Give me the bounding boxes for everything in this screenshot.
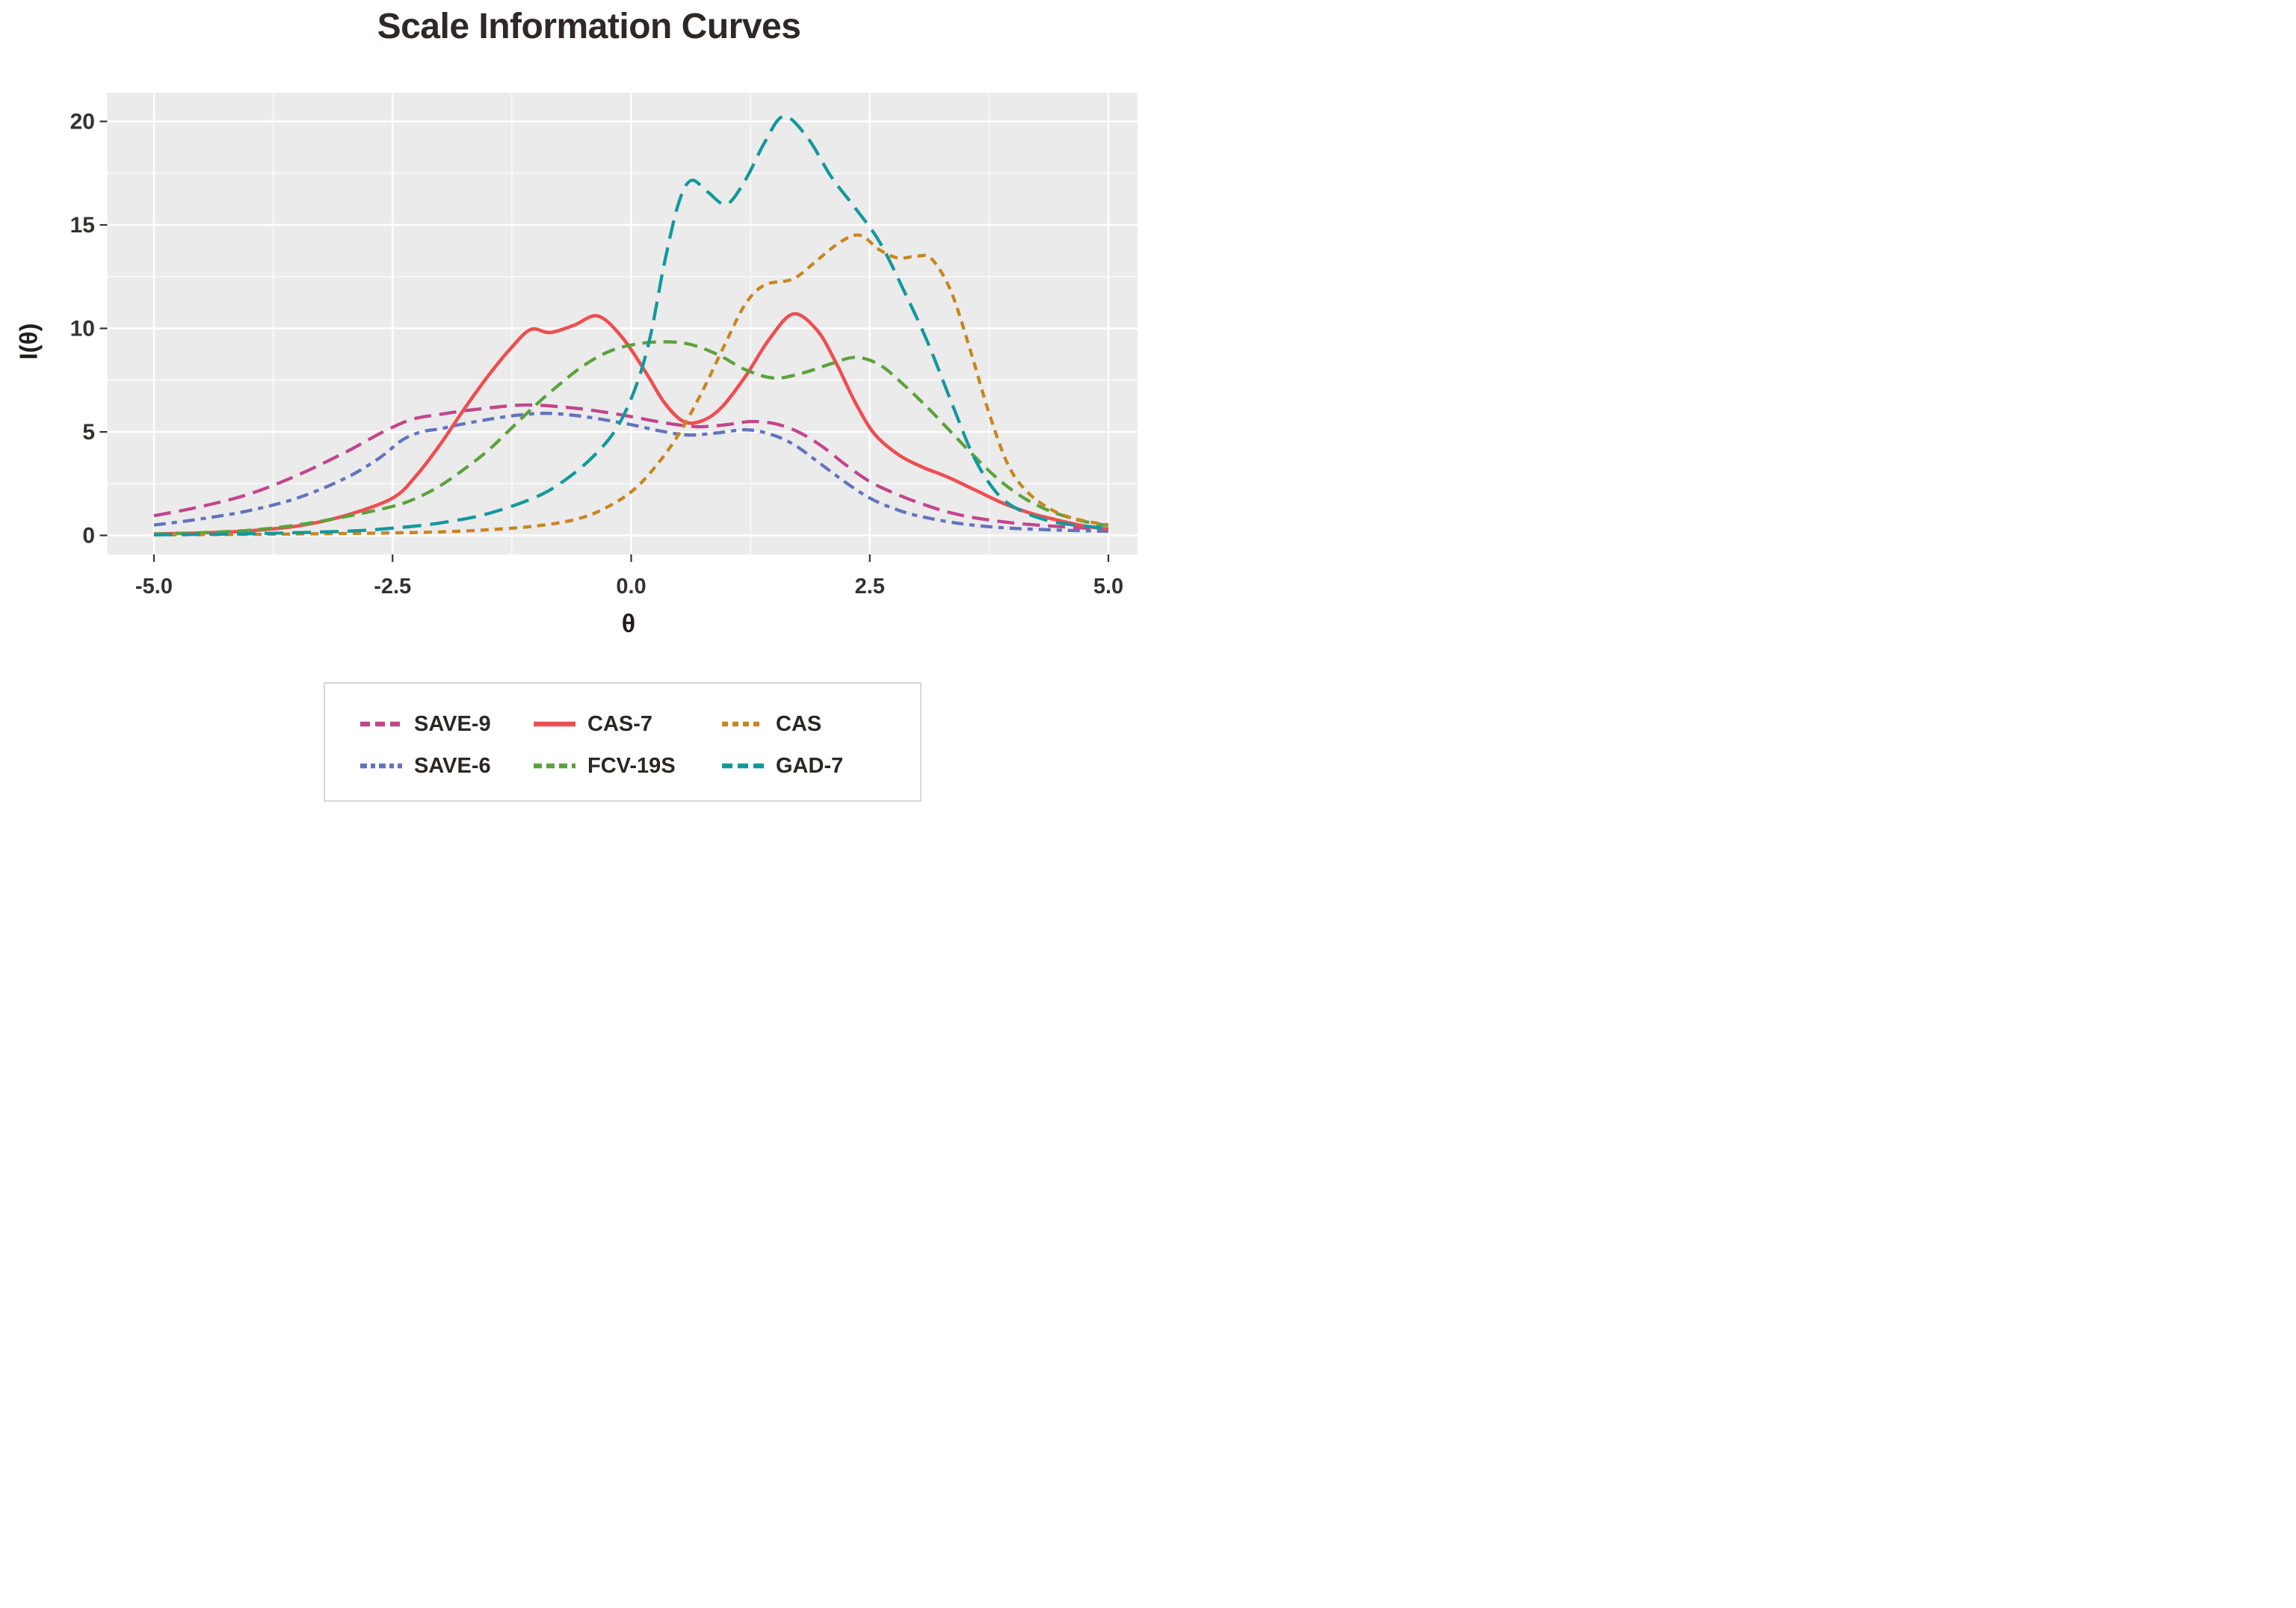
legend-label-cas: CAS (776, 711, 822, 736)
y-tick-label: 15 (70, 213, 95, 238)
legend-key-save-9 (360, 721, 402, 727)
plot-canvas: -5.0 -2.5 0.0 2.5 5.0 0 5 10 15 20 (70, 93, 1138, 599)
y-axis-label: I(θ) (14, 323, 43, 360)
y-tick-label: 5 (82, 420, 95, 445)
x-tick-label: 0.0 (616, 575, 646, 599)
x-tick-label: 5.0 (1093, 575, 1123, 599)
legend-label-save-6: SAVE-6 (414, 753, 491, 778)
legend-key-save-6 (360, 763, 402, 769)
x-axis-label: θ (621, 610, 636, 638)
legend-key-cas-7 (534, 721, 575, 727)
legend-item-cas-7: CAS-7 (533, 703, 679, 745)
legend-key-fcv-19s (534, 763, 575, 769)
x-tick-label: -2.5 (374, 575, 411, 599)
series-line-cas (153, 233, 1109, 536)
series-line-save-6 (153, 411, 1109, 534)
legend-label-gad-7: GAD-7 (776, 753, 844, 778)
chart-figure: Scale Information Curves -5.0 -2.5 0.0 2.5 5… (0, 0, 1148, 804)
plot-panel (107, 93, 1138, 554)
chart-title: Scale Information Curves (377, 7, 801, 46)
legend-label-cas-7: CAS-7 (587, 711, 653, 736)
legend-item-save-6: SAVE-6 (359, 745, 491, 787)
series-line-cas-7 (153, 312, 1109, 536)
legend-label-fcv-19s: FCV-19S (587, 753, 676, 778)
legend: SAVE-9 SAVE-6 CAS-7 FCV-19S CAS GAD-7 (324, 682, 922, 802)
legend-item-cas: CAS (721, 703, 920, 745)
y-tick-label: 0 (82, 524, 95, 548)
legend-label-save-9: SAVE-9 (414, 711, 491, 736)
legend-key-cas (722, 721, 764, 727)
x-tick-label: 2.5 (855, 575, 885, 599)
legend-item-save-9: SAVE-9 (359, 703, 491, 745)
y-tick-label: 20 (70, 110, 95, 134)
series-line-gad-7 (153, 114, 1109, 536)
series-line-save-9 (153, 403, 1109, 531)
x-tick-label: -5.0 (135, 575, 173, 599)
legend-item-gad-7: GAD-7 (721, 745, 920, 787)
series-line-fcv-19s (153, 340, 1109, 536)
y-tick-label: 10 (70, 317, 95, 341)
legend-key-gad-7 (722, 763, 764, 769)
legend-item-fcv-19s: FCV-19S (533, 745, 679, 787)
